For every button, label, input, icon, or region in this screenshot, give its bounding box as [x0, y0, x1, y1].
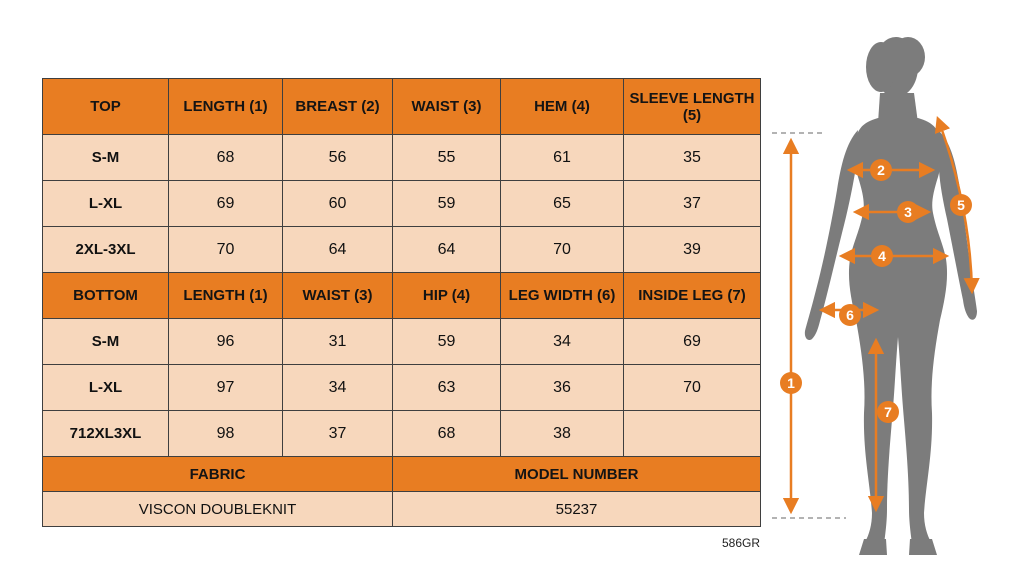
top-header-cell: LENGTH (1)	[168, 78, 283, 135]
size-cell: S-M	[42, 134, 169, 181]
top-header-cell: TOP	[42, 78, 169, 135]
value-cell: 39	[623, 226, 761, 273]
table-row: 712XL3XL 98 37 68 38	[42, 410, 761, 457]
fabric-header-cell: FABRIC	[42, 456, 393, 492]
value-cell: 68	[392, 410, 501, 457]
table-row: 2XL-3XL 70 64 64 70 39	[42, 226, 761, 273]
top-header-cell: HEM (4)	[500, 78, 624, 135]
size-cell: L-XL	[42, 180, 169, 227]
bottom-header-cell: WAIST (3)	[282, 272, 393, 319]
silhouette-hair	[891, 37, 925, 77]
footer-header-row: FABRIC MODEL NUMBER	[42, 456, 761, 492]
size-cell: L-XL	[42, 364, 169, 411]
value-cell: 31	[282, 318, 393, 365]
marker-6-label: 6	[846, 307, 854, 323]
value-cell: 96	[168, 318, 283, 365]
top-header-cell: WAIST (3)	[392, 78, 501, 135]
value-cell: 38	[500, 410, 624, 457]
value-cell	[623, 410, 761, 457]
value-cell: 97	[168, 364, 283, 411]
value-cell: 61	[500, 134, 624, 181]
bottom-header-cell: LENGTH (1)	[168, 272, 283, 319]
value-cell: 64	[392, 226, 501, 273]
value-cell: 37	[623, 180, 761, 227]
style-code: 586GR	[721, 536, 760, 550]
bottom-header-cell: INSIDE LEG (7)	[623, 272, 761, 319]
marker-1-label: 1	[787, 375, 795, 391]
value-cell: 70	[623, 364, 761, 411]
footer-value-row: VISCON DOUBLEKNIT 55237	[42, 491, 761, 527]
marker-3-label: 3	[904, 204, 912, 220]
female-silhouette	[804, 37, 977, 555]
table-row: S-M 96 31 59 34 69	[42, 318, 761, 365]
value-cell: 70	[500, 226, 624, 273]
value-cell: 56	[282, 134, 393, 181]
model-number-header-cell: MODEL NUMBER	[392, 456, 761, 492]
model-number-value-cell: 55237	[392, 491, 761, 527]
marker-4-label: 4	[878, 248, 886, 264]
marker-2-badge: 2	[870, 159, 892, 181]
value-cell: 34	[500, 318, 624, 365]
value-cell: 69	[168, 180, 283, 227]
value-cell: 68	[168, 134, 283, 181]
bottom-header-cell: BOTTOM	[42, 272, 169, 319]
bottom-header-cell: HIP (4)	[392, 272, 501, 319]
size-cell: S-M	[42, 318, 169, 365]
value-cell: 55	[392, 134, 501, 181]
table-row: L-XL 69 60 59 65 37	[42, 180, 761, 227]
value-cell: 59	[392, 318, 501, 365]
value-cell: 35	[623, 134, 761, 181]
silhouette-right-foot	[909, 539, 937, 555]
marker-7-label: 7	[884, 404, 892, 420]
value-cell: 70	[168, 226, 283, 273]
marker-6-badge: 6	[839, 304, 861, 326]
bottom-header-row: BOTTOM LENGTH (1) WAIST (3) HIP (4) LEG …	[42, 272, 761, 319]
value-cell: 59	[392, 180, 501, 227]
value-cell: 37	[282, 410, 393, 457]
value-cell: 65	[500, 180, 624, 227]
measurement-diagram: 1 2 3 4 5 6 7	[772, 37, 980, 555]
silhouette-hair	[866, 42, 896, 92]
marker-2-label: 2	[877, 162, 885, 178]
value-cell: 63	[392, 364, 501, 411]
marker-3-badge: 3	[897, 201, 919, 223]
fabric-value-cell: VISCON DOUBLEKNIT	[42, 491, 393, 527]
marker-4-badge: 4	[871, 245, 893, 267]
value-cell: 34	[282, 364, 393, 411]
value-cell: 64	[282, 226, 393, 273]
top-header-cell: SLEEVE LENGTH (5)	[623, 78, 761, 135]
value-cell: 36	[500, 364, 624, 411]
silhouette-left-arm	[804, 130, 858, 341]
table-row: S-M 68 56 55 61 35	[42, 134, 761, 181]
top-header-cell: BREAST (2)	[282, 78, 393, 135]
size-cell: 712XL3XL	[42, 410, 169, 457]
value-cell: 69	[623, 318, 761, 365]
table-row: L-XL 97 34 63 36 70	[42, 364, 761, 411]
value-cell: 60	[282, 180, 393, 227]
size-chart-table: TOP LENGTH (1) BREAST (2) WAIST (3) HEM …	[42, 78, 761, 527]
silhouette-body	[848, 118, 948, 544]
marker-1-badge: 1	[780, 372, 802, 394]
marker-7-badge: 7	[877, 401, 899, 423]
marker-5-label: 5	[957, 197, 965, 213]
marker-5-badge: 5	[950, 194, 972, 216]
top-header-row: TOP LENGTH (1) BREAST (2) WAIST (3) HEM …	[42, 78, 761, 135]
value-cell: 98	[168, 410, 283, 457]
bottom-header-cell: LEG WIDTH (6)	[500, 272, 624, 319]
silhouette-left-foot	[859, 539, 887, 555]
size-cell: 2XL-3XL	[42, 226, 169, 273]
silhouette-neck	[878, 93, 918, 123]
